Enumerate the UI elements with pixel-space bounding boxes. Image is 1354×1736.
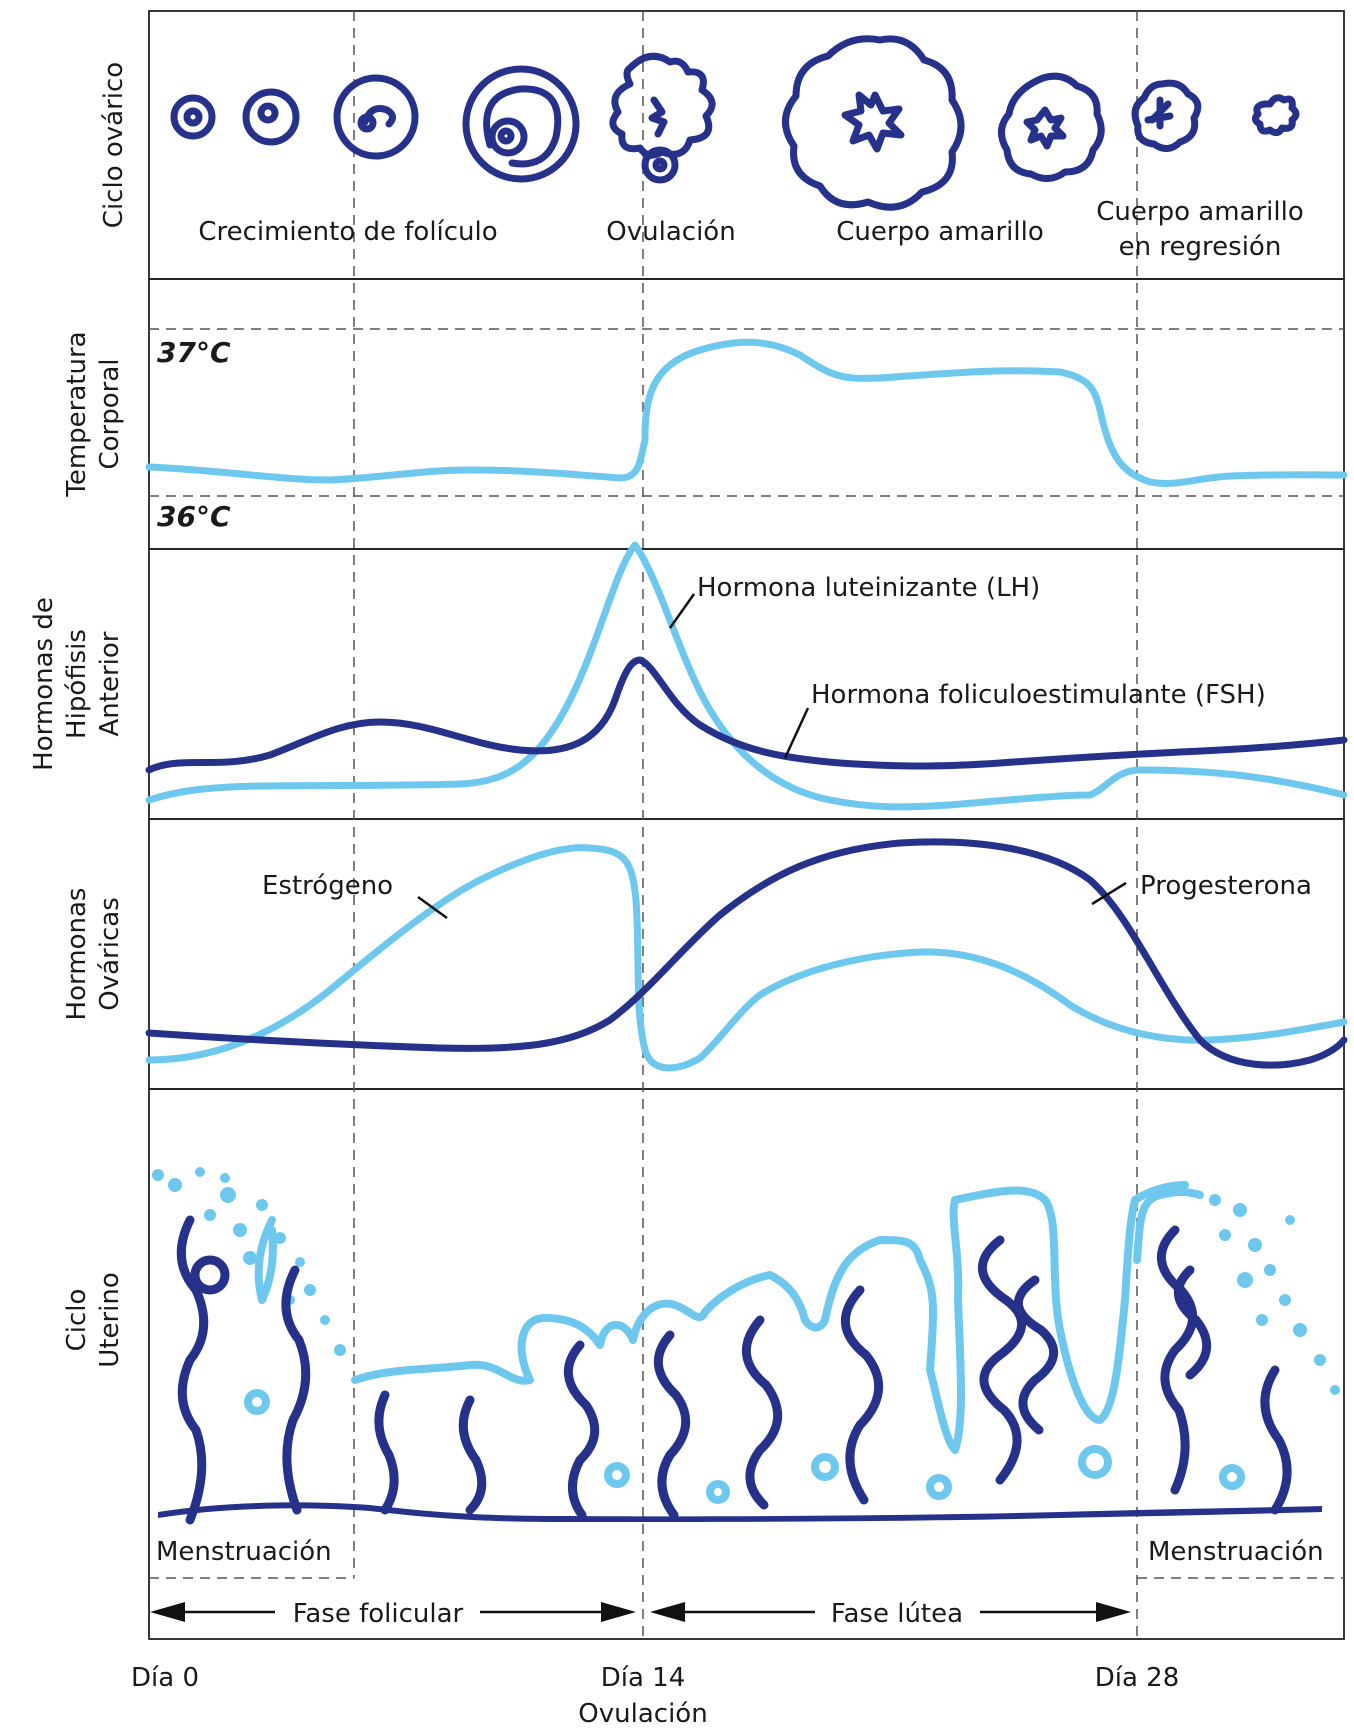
gland-11 — [1156, 1225, 1198, 1495]
temperature-curve — [145, 338, 1348, 487]
row-label-uterine-1: Ciclo — [62, 1289, 92, 1352]
row-label-pituitary-1: Hormonas de — [29, 597, 59, 771]
scattered-cells — [604, 1445, 1245, 1504]
shedding-surface-right — [1133, 1188, 1204, 1264]
gland-1-coil — [190, 1255, 230, 1295]
estrogen-leader-line — [417, 895, 448, 920]
panel-frames — [148, 10, 1345, 1640]
basal-layer — [158, 1502, 1322, 1522]
gland-7 — [742, 1315, 783, 1510]
label-temp-36: 36°C — [157, 500, 231, 533]
lh-leader-line — [668, 593, 696, 629]
label-ovulation-day: Ovulación — [578, 1699, 707, 1729]
row-labels: Ciclo ovárico Temperatura Corporal Hormo… — [29, 62, 129, 1368]
shed-cell-left — [244, 1389, 270, 1415]
shedding-strand-left — [254, 1216, 277, 1304]
row-label-temperature-1: Temperatura — [62, 331, 92, 497]
label-lh: Hormona luteinizante (LH) — [697, 573, 1040, 603]
label-estrogen: Estrógeno — [262, 871, 393, 901]
corpus-luteum-regressing — [1131, 79, 1202, 152]
label-regression-2: en regresión — [1119, 232, 1282, 262]
follicular-phase-arrow — [150, 1602, 636, 1622]
label-menstruation-start: Menstruación — [156, 1537, 332, 1567]
row-label-temperature-2: Corporal — [95, 358, 125, 469]
follicle-large — [462, 65, 580, 183]
follicle-ovulating — [609, 52, 716, 184]
gland-12 — [1173, 1265, 1212, 1380]
shedding-fragments-left — [152, 1167, 346, 1356]
label-fsh: Hormona foliculoestimulante (FSH) — [811, 680, 1266, 710]
ovarian-hormones-panel — [148, 818, 1345, 1090]
label-progesterone: Progesterona — [1140, 871, 1312, 901]
row-label-pituitary-3: Anterior — [95, 631, 125, 736]
ovarian-follicles — [170, 35, 1300, 211]
uterine-cycle-panel — [148, 1088, 1345, 1640]
row-label-ovarian: Ciclo ovárico — [99, 62, 129, 228]
gland-1 — [176, 1215, 209, 1525]
fsh-curve — [145, 656, 1348, 774]
row-label-pituitary-2: Hipófisis — [62, 629, 92, 739]
follicle-small-1 — [170, 94, 216, 140]
row-label-ovarian-hormones-2: Ováricas — [95, 897, 125, 1010]
progesterone-curve — [145, 838, 1348, 1069]
corpus-luteum-medium — [998, 72, 1105, 182]
gland-8 — [841, 1285, 883, 1505]
gland-10 — [1013, 1275, 1059, 1435]
gland-13 — [1260, 1365, 1292, 1515]
gland-9 — [978, 1235, 1027, 1485]
corpus-albicans — [1251, 94, 1300, 137]
lh-curve — [145, 541, 1348, 811]
proliferative-surface — [351, 1181, 1189, 1454]
label-regression-1: Cuerpo amarillo — [1096, 197, 1303, 227]
luteal-phase-arrow — [650, 1602, 1131, 1622]
progesterone-leader-line — [1091, 881, 1127, 906]
vertical-guides — [353, 11, 1138, 1639]
label-menstruation-end: Menstruación — [1148, 1537, 1324, 1567]
gland-6 — [653, 1330, 691, 1520]
label-temp-37: 37°C — [157, 336, 231, 369]
label-day0: Día 0 — [131, 1663, 199, 1693]
row-label-ovarian-hormones-1: Hormonas — [62, 888, 92, 1021]
shedding-fragments-right — [1209, 1194, 1340, 1395]
fsh-leader-line — [783, 707, 810, 759]
row-label-uterine-2: Uterino — [95, 1272, 125, 1368]
endometrium-illustration — [152, 1167, 1340, 1525]
label-follicular-phase: Fase folicular — [293, 1599, 464, 1629]
label-follicle-growth: Crecimiento de folículo — [198, 217, 497, 247]
estrogen-curve — [145, 844, 1348, 1072]
label-day28: Día 28 — [1095, 1663, 1180, 1693]
gland-5 — [563, 1340, 600, 1520]
label-corpus-luteum: Cuerpo amarillo — [836, 217, 1043, 247]
gland-4 — [458, 1395, 487, 1515]
label-luteal-phase: Fase lútea — [831, 1599, 963, 1629]
follicle-small-2 — [242, 88, 300, 146]
label-ovulation: Ovulación — [606, 217, 735, 247]
corpus-luteum-large — [782, 35, 965, 211]
label-day14: Día 14 — [601, 1663, 686, 1693]
gland-3 — [374, 1390, 399, 1515]
gland-2 — [281, 1265, 311, 1515]
follicle-medium — [333, 74, 419, 160]
temperature-panel — [148, 278, 1345, 550]
